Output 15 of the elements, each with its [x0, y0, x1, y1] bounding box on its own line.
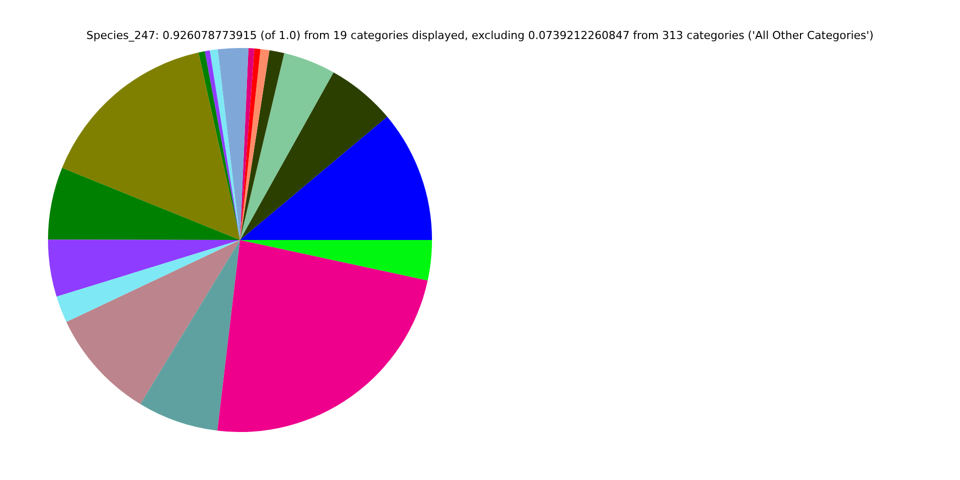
pie-slice: [240, 48, 260, 240]
pie-slice: [240, 53, 334, 240]
pie-slice: [218, 48, 248, 240]
pie-slice: [66, 240, 240, 404]
text: Species_247: 0.926078773915 (of 1.0) from 19 categories displayed, excluding 0.0739212260847 from 313 categories ('All Other Categories'): [86, 29, 874, 42]
pie-slice: [217, 240, 428, 432]
pie-slice: [140, 240, 240, 431]
pie-slice: [240, 116, 432, 240]
pie-slice: [240, 240, 432, 280]
pie-slice: [62, 52, 240, 240]
pie-slice: [56, 240, 240, 322]
pie-slice: [198, 51, 240, 240]
pie-slice: [48, 240, 240, 297]
pie-slice: [240, 49, 270, 240]
pie-slice: [48, 168, 240, 240]
